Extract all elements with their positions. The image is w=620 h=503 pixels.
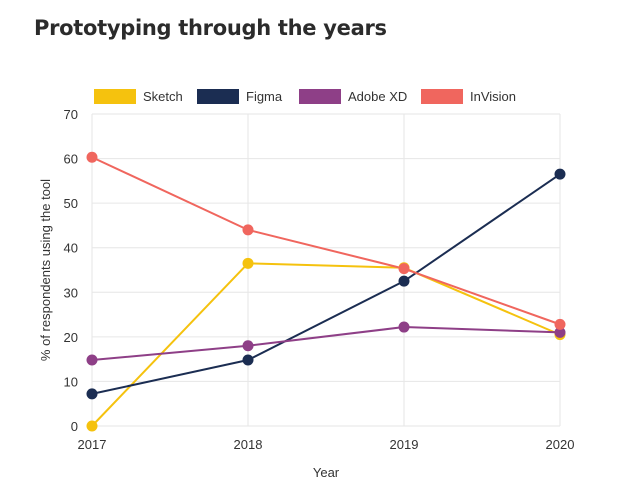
legend: Sketch Figma Adobe XD InVision [94,89,516,104]
series-line-figma [91,173,561,395]
legend-label: Figma [246,89,283,104]
data-point-adobe-xd [554,326,566,338]
data-point-figma [86,388,98,400]
chart-title: Prototyping through the years [34,16,387,40]
legend-swatch-sketch [94,89,136,104]
data-point-figma [554,168,566,180]
legend-swatch-figma [197,89,239,104]
data-point-figma [242,354,254,366]
series-line-sketch [91,262,561,427]
legend-label: Sketch [143,89,183,104]
y-tick-label: 20 [64,330,78,345]
y-tick-label: 30 [64,285,78,300]
legend-label: InVision [470,89,516,104]
y-tick-label: 0 [71,419,78,434]
data-point-adobe-xd [398,321,410,333]
data-point-adobe-xd [242,340,254,352]
y-tick-label: 10 [64,374,78,389]
x-axis-ticks: 2017 2018 2019 2020 [78,437,575,452]
x-tick-label: 2017 [78,437,107,452]
legend-swatch-adobe-xd [299,89,341,104]
series-line-invision [91,156,561,326]
data-point-invision [398,263,410,275]
legend-swatch-invision [421,89,463,104]
legend-label: Adobe XD [348,89,407,104]
data-point-sketch [86,420,98,432]
series-lines [91,156,561,427]
y-axis-ticks: 0 10 20 30 40 50 60 70 [64,107,78,434]
data-point-figma [398,275,410,287]
y-tick-label: 60 [64,152,78,167]
data-point-invision [86,151,98,163]
data-point-invision [554,318,566,330]
y-tick-label: 50 [64,196,78,211]
series-points [86,151,566,432]
x-axis-title: Year [313,465,340,480]
data-point-sketch [242,257,254,269]
y-tick-label: 70 [64,107,78,122]
data-point-invision [242,224,254,236]
data-point-adobe-xd [86,354,98,366]
x-tick-label: 2019 [390,437,419,452]
y-axis-title: % of respondents using the tool [38,179,53,361]
x-tick-label: 2018 [234,437,263,452]
series-line-adobe-xd [91,326,561,362]
y-tick-label: 40 [64,241,78,256]
x-tick-label: 2020 [546,437,575,452]
